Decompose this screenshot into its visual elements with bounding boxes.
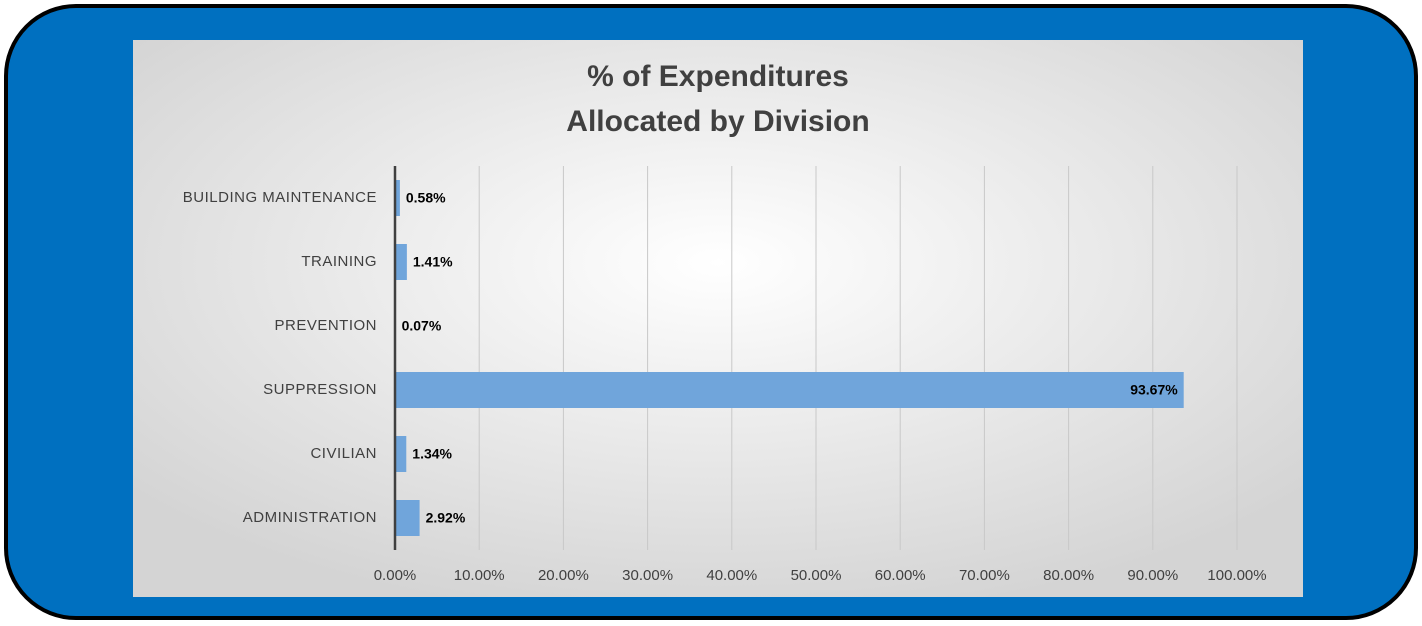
value-label: 0.58% [406, 190, 446, 206]
y-tick-label: ADMINISTRATION [243, 509, 377, 526]
y-tick-label: CIVILIAN [310, 445, 377, 462]
bar [395, 180, 400, 216]
x-tick-label: 90.00% [1127, 567, 1178, 584]
bar [395, 500, 420, 536]
x-tick-label: 20.00% [538, 567, 589, 584]
x-tick-label: 60.00% [875, 567, 926, 584]
chart-area [133, 40, 1303, 597]
chart-title: % of Expenditures [587, 60, 849, 93]
y-tick-label: SUPPRESSION [263, 381, 377, 398]
value-label: 1.34% [412, 446, 452, 462]
x-tick-label: 40.00% [706, 567, 757, 584]
value-label: 1.41% [413, 254, 453, 270]
x-tick-label: 50.00% [791, 567, 842, 584]
value-label: 2.92% [426, 510, 466, 526]
bar [395, 436, 407, 472]
value-label: 0.07% [402, 318, 442, 334]
y-tick-label: PREVENTION [274, 317, 377, 334]
x-tick-label: 80.00% [1043, 567, 1094, 584]
x-tick-label: 10.00% [454, 567, 505, 584]
x-tick-label: 70.00% [959, 567, 1010, 584]
y-tick-label: TRAINING [301, 253, 377, 270]
chart-title: Allocated by Division [566, 105, 869, 138]
x-tick-label: 30.00% [622, 567, 673, 584]
bar [395, 372, 1184, 408]
bar [395, 244, 407, 280]
x-tick-label: 0.00% [374, 567, 417, 584]
x-tick-label: 100.00% [1207, 567, 1266, 584]
y-tick-label: BUILDING MAINTENANCE [183, 189, 377, 206]
value-label: 93.67% [1130, 382, 1178, 398]
